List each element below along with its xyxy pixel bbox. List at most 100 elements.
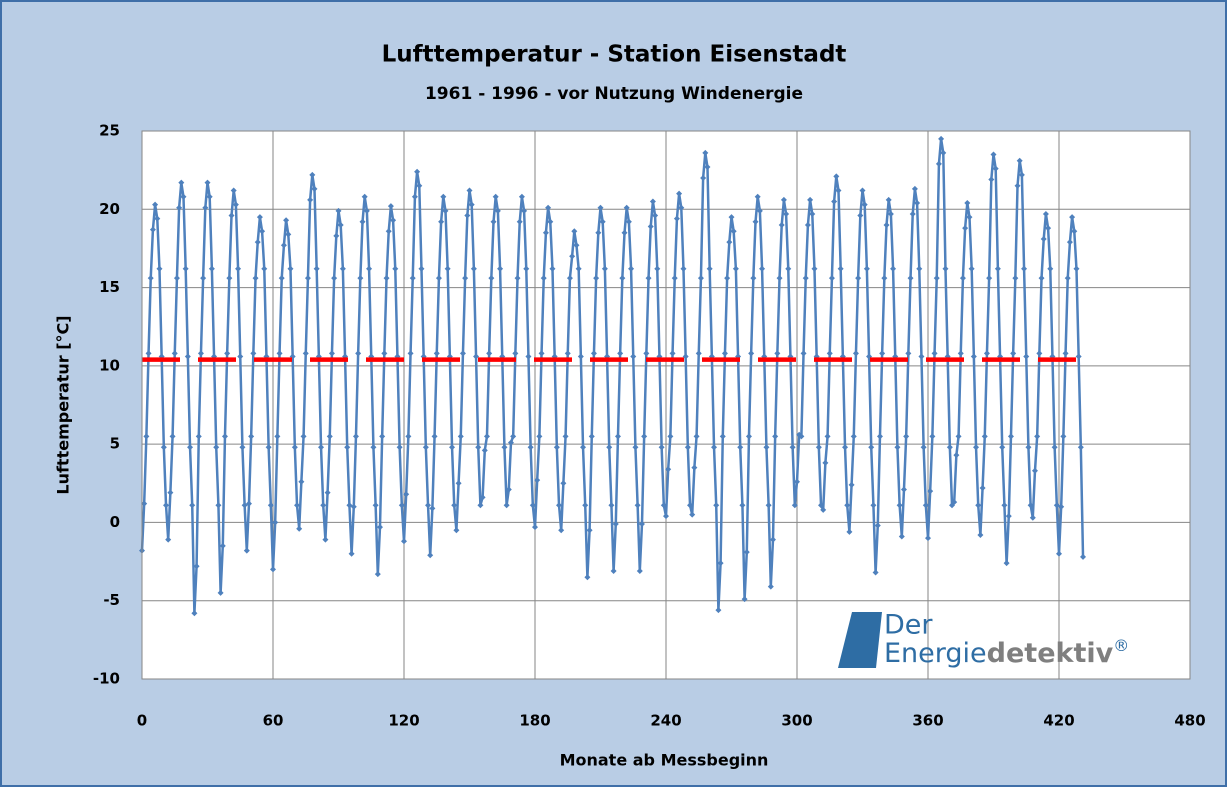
point-marker <box>927 488 934 495</box>
point-marker <box>724 275 731 282</box>
point-marker <box>178 179 185 186</box>
point-marker <box>634 502 641 509</box>
point-marker <box>883 221 890 228</box>
point-marker <box>348 550 355 557</box>
point-marker <box>750 275 757 282</box>
point-marker <box>396 444 403 451</box>
point-marker <box>331 275 338 282</box>
point-marker <box>608 502 615 509</box>
point-marker <box>833 173 840 180</box>
point-marker <box>414 168 421 175</box>
point-marker <box>687 502 694 509</box>
point-marker <box>191 610 198 617</box>
point-marker <box>422 444 429 451</box>
point-marker <box>464 212 471 219</box>
point-marker <box>197 350 204 357</box>
point-marker <box>189 502 196 509</box>
point-marker <box>658 444 665 451</box>
point-marker <box>885 196 892 203</box>
point-marker <box>970 353 977 360</box>
point-marker <box>280 242 287 249</box>
point-marker <box>857 212 864 219</box>
point-marker <box>372 502 379 509</box>
point-marker <box>721 350 728 357</box>
point-marker <box>261 265 268 272</box>
point-marker <box>479 494 486 501</box>
point-marker <box>374 571 381 578</box>
point-marker <box>492 193 499 200</box>
point-marker <box>665 466 672 473</box>
point-marker <box>874 522 881 529</box>
point-marker <box>669 350 676 357</box>
point-marker <box>1010 350 1017 357</box>
point-marker <box>232 201 239 208</box>
point-marker <box>481 447 488 454</box>
point-marker <box>1005 513 1012 520</box>
point-marker <box>184 353 191 360</box>
point-marker <box>800 350 807 357</box>
point-marker <box>534 477 541 484</box>
point-marker <box>663 513 669 520</box>
point-marker <box>254 239 261 246</box>
point-marker <box>769 536 776 543</box>
point-marker <box>726 239 733 246</box>
point-marker <box>697 275 704 282</box>
point-marker <box>822 459 829 466</box>
point-marker <box>270 566 276 573</box>
point-marker <box>320 502 327 509</box>
point-marker <box>1077 444 1084 451</box>
point-marker <box>896 502 903 509</box>
point-marker <box>431 433 438 440</box>
point-marker <box>772 433 779 440</box>
point-marker <box>403 491 410 498</box>
point-marker <box>719 433 726 440</box>
point-marker <box>737 444 744 451</box>
point-marker <box>794 478 800 485</box>
point-marker <box>239 444 246 451</box>
point-marker <box>510 433 517 440</box>
point-marker <box>525 353 532 360</box>
point-marker <box>1064 275 1071 282</box>
point-marker <box>1018 171 1025 178</box>
y-tick-label: 5 <box>110 435 120 453</box>
point-marker <box>673 215 680 222</box>
point-marker <box>852 350 859 357</box>
point-marker <box>848 481 855 488</box>
point-marker <box>776 275 783 282</box>
point-marker <box>344 444 351 451</box>
point-marker <box>994 265 1001 272</box>
point-marker <box>156 265 163 272</box>
point-marker <box>739 502 746 509</box>
point-marker <box>357 275 364 282</box>
point-marker <box>540 275 547 282</box>
point-marker <box>160 444 167 451</box>
point-marker <box>361 193 368 200</box>
point-marker <box>518 193 525 200</box>
point-marker <box>272 519 279 526</box>
point-marker <box>582 502 589 509</box>
point-marker <box>920 444 927 451</box>
point-marker <box>462 275 469 282</box>
point-marker <box>1051 444 1058 451</box>
point-marker <box>933 275 940 282</box>
point-marker <box>328 350 335 357</box>
point-marker <box>606 444 613 451</box>
point-marker <box>935 160 942 167</box>
point-marker <box>322 536 329 543</box>
point-marker <box>1023 353 1030 360</box>
point-marker <box>842 444 849 451</box>
point-marker <box>438 218 445 225</box>
point-marker <box>826 350 833 357</box>
point-marker <box>981 433 988 440</box>
point-marker <box>486 350 493 357</box>
x-tick-label: 420 <box>1043 712 1074 730</box>
point-marker <box>193 563 200 570</box>
point-marker <box>335 207 342 214</box>
point-marker <box>835 187 842 194</box>
point-marker <box>654 265 661 272</box>
point-marker <box>363 207 370 214</box>
point-marker <box>713 502 720 509</box>
point-marker <box>765 502 772 509</box>
point-marker <box>507 439 514 446</box>
point-marker <box>350 503 357 510</box>
